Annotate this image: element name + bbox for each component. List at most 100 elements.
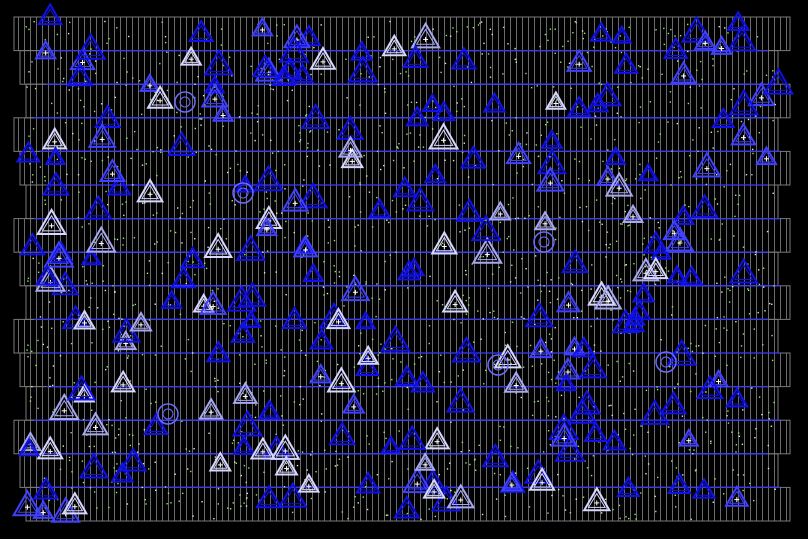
dot	[427, 106, 430, 108]
dot	[646, 269, 648, 272]
dot	[156, 146, 159, 149]
dot	[240, 474, 242, 477]
dot	[575, 63, 577, 66]
dot	[753, 499, 755, 502]
warning-triangle-inner	[398, 500, 416, 516]
warning-triangle-inner	[354, 45, 370, 58]
dot	[32, 174, 34, 176]
dot	[310, 497, 313, 500]
dot	[173, 135, 175, 137]
warning-triangle	[230, 320, 256, 343]
warning-triangle-inner	[507, 376, 525, 390]
dot	[706, 419, 708, 421]
dot	[528, 506, 531, 508]
warning-triangle-inner	[714, 40, 729, 53]
dot	[305, 115, 307, 117]
warning-triangle	[710, 35, 734, 55]
dot	[743, 73, 745, 75]
dot	[479, 22, 481, 24]
dot	[625, 179, 627, 182]
dot	[436, 300, 438, 302]
dot	[654, 283, 657, 286]
dot	[291, 89, 293, 91]
dot	[407, 104, 409, 106]
dot	[705, 183, 708, 186]
dot	[437, 492, 440, 494]
dot	[550, 279, 552, 281]
warning-triangle-inner	[313, 333, 330, 347]
dot	[217, 379, 219, 381]
dot	[418, 356, 420, 359]
dot	[323, 261, 325, 263]
dot	[569, 512, 572, 514]
dot	[179, 313, 182, 316]
dot	[148, 319, 151, 321]
dot	[181, 212, 184, 215]
dot	[231, 200, 233, 202]
dot	[365, 283, 367, 285]
dot	[275, 271, 277, 273]
dot	[402, 208, 404, 210]
dot	[190, 470, 192, 473]
warning-triangle-inner	[98, 110, 117, 125]
dot	[78, 191, 80, 193]
dot	[44, 39, 46, 41]
dot	[438, 473, 440, 476]
dot	[29, 163, 31, 165]
dot	[635, 518, 637, 520]
dot	[581, 310, 583, 312]
warning-triangle-inner	[451, 393, 471, 410]
dot	[79, 99, 82, 102]
dot	[27, 344, 29, 346]
dot	[56, 146, 58, 148]
warning-triangle-inner	[732, 31, 752, 48]
dot	[70, 342, 73, 345]
dot	[317, 149, 319, 151]
dot	[547, 371, 550, 374]
warning-triangle	[41, 171, 71, 196]
dot	[698, 345, 700, 347]
dot	[729, 163, 732, 166]
warning-triangle	[15, 140, 42, 163]
dot	[166, 503, 168, 505]
warning-triangle-inner	[202, 402, 220, 417]
panel-row	[25, 386, 779, 421]
dot	[70, 432, 72, 434]
dot	[308, 105, 310, 108]
dot	[477, 24, 480, 26]
dot	[644, 266, 647, 268]
dot	[376, 474, 379, 476]
dot	[347, 517, 349, 520]
dot	[392, 159, 395, 162]
dot	[695, 345, 697, 347]
warning-triangle	[451, 335, 482, 363]
dot	[238, 116, 241, 118]
dot	[667, 32, 670, 35]
dot	[767, 444, 769, 447]
dot	[650, 236, 652, 238]
warning-triangle-inner	[258, 171, 279, 188]
dot	[617, 286, 619, 289]
dot	[249, 433, 251, 435]
dot	[468, 227, 471, 229]
dot	[602, 35, 604, 37]
warning-triangle	[355, 470, 382, 494]
dot	[601, 223, 603, 225]
dot	[678, 442, 680, 444]
warning-triangle-inner	[300, 29, 318, 44]
dot	[515, 61, 517, 63]
dot	[612, 508, 614, 511]
dot	[710, 442, 712, 444]
dot	[280, 349, 282, 351]
warning-triangle-inner	[428, 432, 446, 447]
dot	[296, 464, 299, 467]
dot	[207, 246, 209, 248]
dot	[772, 192, 774, 194]
dot	[254, 363, 256, 365]
dot	[581, 289, 583, 292]
dot	[533, 483, 536, 485]
dot	[63, 77, 65, 80]
dot	[333, 265, 335, 267]
dot	[370, 55, 372, 57]
dot	[620, 278, 622, 280]
